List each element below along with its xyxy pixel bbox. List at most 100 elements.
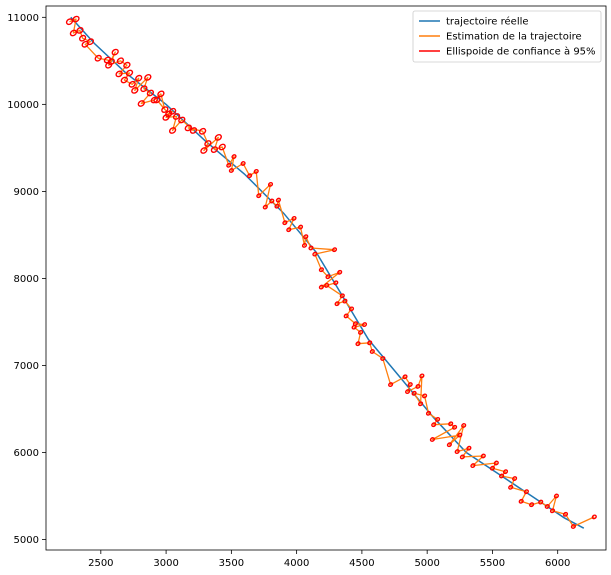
confidence-ellipse	[508, 484, 514, 490]
confidence-ellipse	[337, 269, 343, 275]
confidence-ellipse	[470, 463, 476, 469]
y-tick-label: 5000	[14, 535, 39, 546]
confidence-ellipse	[318, 267, 324, 273]
x-tick-label: 4500	[349, 558, 374, 569]
legend-label-estimate: Estimation de la trajectoire	[446, 32, 582, 43]
confidence-ellipse	[342, 298, 348, 304]
confidence-ellipse	[262, 204, 268, 210]
confidence-ellipse	[388, 382, 394, 388]
confidence-ellipse	[65, 18, 74, 26]
confidence-ellipse	[538, 499, 544, 505]
confidence-ellipse	[168, 107, 177, 115]
confidence-ellipse	[411, 390, 417, 396]
x-tick-label: 2500	[88, 558, 113, 569]
legend-box	[412, 10, 602, 63]
confidence-ellipse	[339, 293, 345, 299]
confidence-ellipse	[286, 227, 292, 233]
confidence-ellipse	[116, 57, 125, 65]
confidence-ellipse	[334, 301, 340, 307]
legend: trajectoire réelle Estimation de la traj…	[412, 10, 602, 63]
confidence-ellipse	[198, 127, 207, 135]
confidence-ellipse	[111, 48, 119, 56]
confidence-ellipse	[157, 90, 165, 98]
confidence-ellipse	[367, 340, 373, 346]
legend-label-ellipse: Ellispoide de confiance à 95%	[446, 46, 596, 58]
confidence-ellipse	[369, 349, 375, 354]
confidence-ellipse	[523, 489, 529, 495]
confidence-ellipse	[162, 114, 170, 121]
confidence-ellipse	[150, 96, 158, 104]
plot-frame	[45, 5, 607, 551]
y-tick-label: 7000	[14, 361, 39, 372]
confidence-ellipse	[146, 89, 155, 97]
confidence-ellipse	[480, 453, 486, 459]
confidence-ellipse	[429, 437, 435, 442]
confidence-ellipse	[591, 514, 597, 520]
confidence-ellipse	[81, 40, 89, 48]
confidence-ellipse	[466, 445, 472, 451]
x-tick-label: 4000	[284, 558, 309, 569]
confidence-ellipse	[361, 322, 368, 328]
confidence-ellipse	[107, 58, 115, 66]
confidence-ellipse	[256, 193, 262, 199]
confidence-ellipse	[553, 493, 559, 499]
confidence-ellipse	[502, 469, 509, 475]
confidence-ellipse	[570, 524, 576, 529]
confidence-ellipse	[247, 173, 253, 179]
confidence-ellipse	[153, 96, 161, 104]
confidence-ellipse	[297, 224, 304, 230]
confidence-ellipse	[69, 29, 78, 37]
confidence-ellipse	[214, 134, 222, 141]
confidence-ellipse	[446, 442, 452, 448]
confidence-ellipse	[275, 197, 281, 203]
confidence-ellipse	[274, 203, 280, 209]
confidence-ellipse	[165, 110, 173, 118]
confidence-ellipse	[415, 383, 421, 389]
confidence-ellipse	[435, 416, 441, 422]
confidence-ellipse	[544, 504, 550, 509]
confidence-ellipse	[218, 143, 226, 151]
x-tick-label: 3000	[153, 558, 178, 569]
confidence-ellipse	[269, 198, 275, 204]
confidence-ellipse	[267, 181, 274, 187]
confidence-ellipse	[204, 140, 212, 147]
confidence-ellipse	[448, 421, 454, 427]
x-tick-label: 3500	[219, 558, 244, 569]
confidence-ellipse	[301, 242, 308, 248]
x-tick-label: 5000	[414, 558, 439, 569]
confidence-ellipse	[189, 127, 198, 134]
confidence-ellipse	[358, 329, 364, 335]
confidence-ellipse	[452, 424, 458, 430]
confidence-ellipse	[78, 34, 87, 42]
confidence-ellipse	[137, 100, 145, 107]
confidence-ellipse	[312, 251, 318, 257]
y-tick-label: 9000	[14, 187, 39, 198]
confidence-ellipse	[489, 465, 495, 471]
confidence-ellipse	[512, 476, 518, 482]
confidence-ellipse	[419, 373, 425, 379]
confidence-ellipse	[405, 389, 411, 395]
confidence-ellipse	[343, 313, 349, 319]
confidence-ellipse	[518, 498, 524, 504]
confidence-ellipse	[291, 215, 297, 221]
confidence-ellipse	[351, 324, 357, 330]
confidence-ellipse	[303, 234, 309, 240]
confidence-ellipse	[231, 154, 237, 160]
confidence-ellipse	[178, 116, 186, 124]
confidence-ellipse	[210, 146, 219, 153]
confidence-ellipse	[184, 124, 192, 132]
confidence-ellipse	[105, 61, 113, 69]
confidence-ellipse	[140, 85, 148, 93]
confidence-ellipse	[380, 356, 386, 361]
confidence-ellipse	[228, 168, 234, 173]
confidence-ellipse	[425, 410, 432, 416]
confidence-ellipse	[123, 61, 131, 69]
confidence-ellipse	[161, 106, 169, 113]
confidence-ellipse	[282, 220, 288, 226]
y-tick-label: 10000	[7, 100, 39, 111]
legend-label-true: trajectoire réelle	[446, 16, 529, 28]
confidence-ellipse	[348, 306, 355, 312]
confidence-ellipse	[168, 127, 177, 134]
confidence-ellipse	[454, 449, 460, 455]
confidence-ellipse	[128, 80, 136, 88]
